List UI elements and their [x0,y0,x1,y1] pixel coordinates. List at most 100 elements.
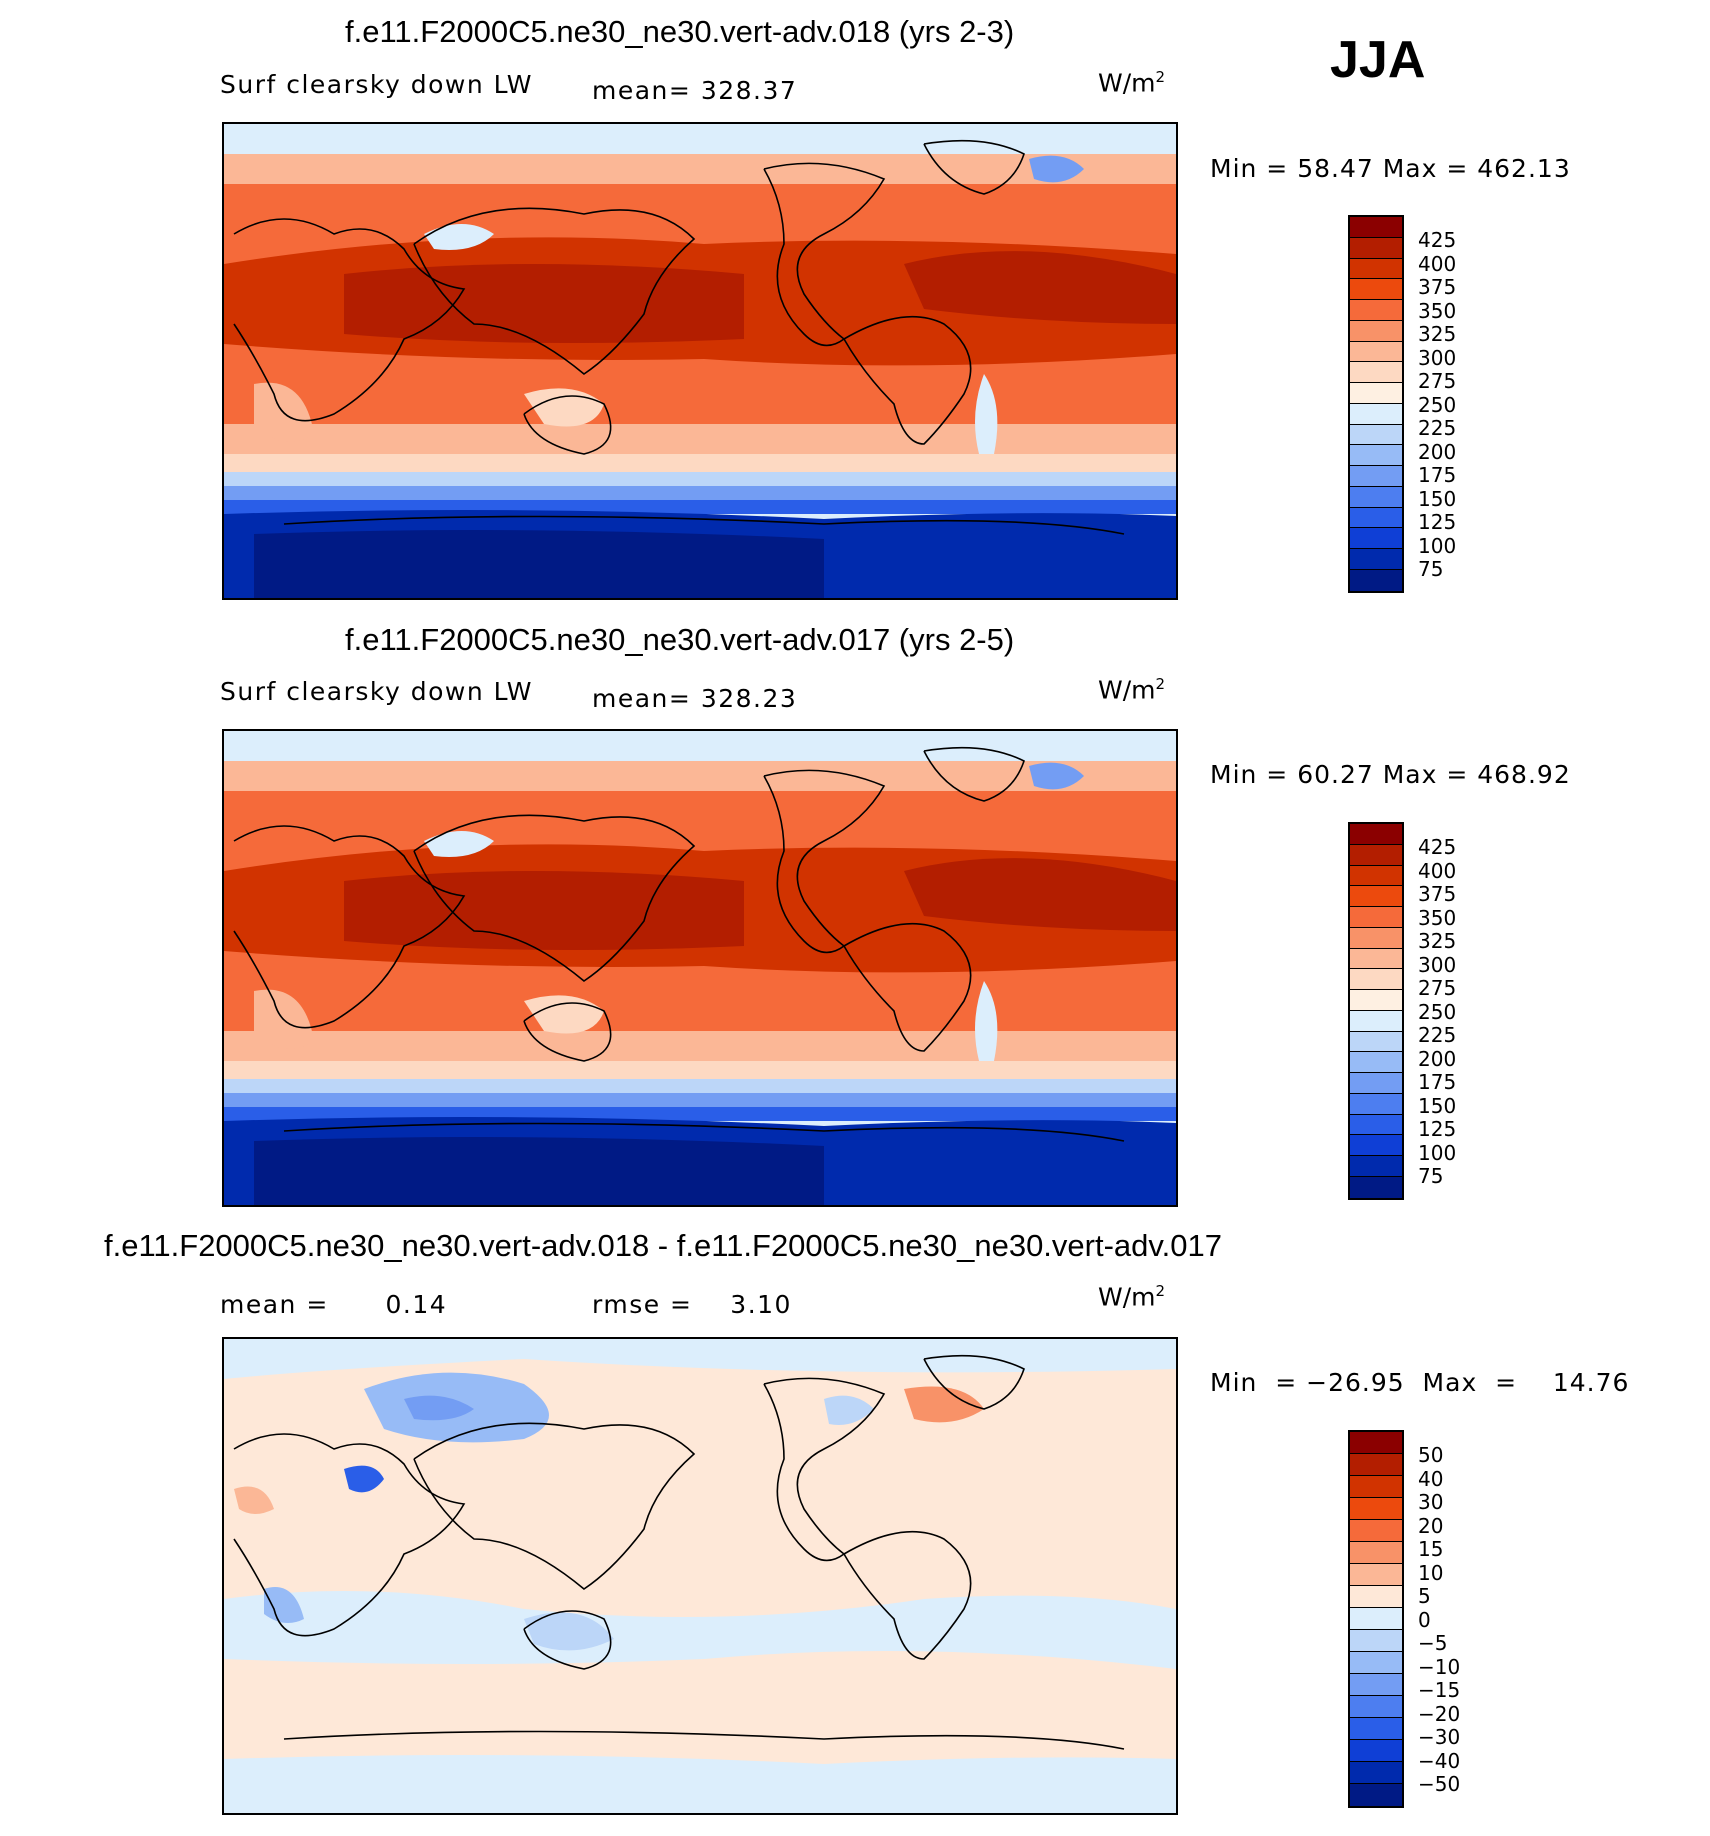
colorbar-swatch [1350,300,1402,321]
colorbar-swatch [1350,507,1402,529]
panel2-mean: mean= 328.23 [592,684,798,713]
colorbar-tick-label: 425 [1418,228,1457,252]
colorbar-tick-label: 100 [1418,1140,1457,1165]
colorbar-tick-label: −15 [1418,1678,1461,1702]
colorbar-swatch [1350,990,1402,1011]
colorbar-tick-label: 125 [1418,1117,1457,1141]
colorbar-swatch [1350,1476,1402,1498]
colorbar-tick-label: 275 [1418,369,1457,393]
colorbar-swatch [1350,217,1402,238]
panel3-colorbar [1348,1430,1404,1808]
colorbar-swatch [1350,1674,1402,1696]
panel1-map [222,122,1178,600]
season-label: JJA [1330,31,1426,89]
colorbar-swatch [1350,886,1402,908]
panel1-title: f.e11.F2000C5.ne30_ne30.vert-adv.018 (yr… [345,14,1015,49]
colorbar-swatch [1350,1432,1402,1454]
colorbar-tick-label: 200 [1418,1046,1457,1071]
colorbar-swatch [1350,1156,1402,1178]
colorbar-swatch [1350,865,1402,887]
panel2-title: f.e11.F2000C5.ne30_ne30.vert-adv.017 (yr… [345,622,1015,657]
colorbar-swatch [1350,1454,1402,1476]
panel3-title: f.e11.F2000C5.ne30_ne30.vert-adv.018 - f… [104,1228,1222,1263]
colorbar-tick-label: 75 [1418,1164,1444,1188]
panel2-minmax: Min = 60.27 Max = 468.92 [1210,760,1571,789]
colorbar-swatch [1350,403,1402,425]
panel3-map [222,1337,1178,1815]
colorbar-swatch [1350,549,1402,571]
colorbar-swatch [1350,1740,1402,1762]
colorbar-swatch [1350,948,1402,970]
colorbar-swatch [1350,1784,1402,1806]
colorbar-tick-label: −40 [1418,1748,1461,1773]
colorbar-swatch [1350,824,1402,845]
colorbar-tick-label: 30 [1418,1490,1444,1514]
colorbar-tick-label: 400 [1418,858,1457,883]
colorbar-tick-label: 125 [1418,510,1457,534]
panel2-colorbar [1348,822,1404,1200]
panel2-units: W/m2 [1098,675,1166,705]
colorbar-swatch [1350,445,1402,467]
colorbar-tick-label: 250 [1418,999,1457,1024]
colorbar-swatch [1350,1696,1402,1718]
colorbar-tick-label: −10 [1418,1654,1461,1679]
colorbar-swatch [1350,1520,1402,1542]
colorbar-swatch [1350,1718,1402,1740]
colorbar-tick-label: 200 [1418,439,1457,464]
colorbar-tick-label: 375 [1418,882,1457,906]
colorbar-swatch [1350,1586,1402,1608]
colorbar-swatch [1350,383,1402,404]
colorbar-tick-label: −50 [1418,1772,1461,1796]
panel3-minmax: Min = −26.95 Max = 14.76 [1210,1368,1630,1397]
colorbar-swatch [1350,1031,1402,1053]
colorbar-tick-label: 300 [1418,952,1457,977]
colorbar-swatch [1350,362,1402,384]
colorbar-tick-label: 15 [1418,1537,1444,1561]
colorbar-swatch [1350,1564,1402,1586]
colorbar-swatch [1350,1073,1402,1094]
colorbar-tick-label: 325 [1418,322,1457,346]
colorbar-swatch [1350,969,1402,991]
panel1-mean: mean= 328.37 [592,76,798,105]
colorbar-swatch [1350,486,1402,508]
colorbar-tick-label: 325 [1418,929,1457,953]
colorbar-swatch [1350,424,1402,446]
colorbar-tick-label: 5 [1418,1584,1431,1608]
colorbar-swatch [1350,844,1402,866]
colorbar-swatch [1350,1052,1402,1074]
panel2-variable-label: Surf clearsky down LW [220,677,534,706]
colorbar-tick-label: −30 [1418,1725,1461,1749]
colorbar-swatch [1350,1093,1402,1115]
colorbar-swatch [1350,570,1402,591]
colorbar-swatch [1350,1652,1402,1674]
colorbar-tick-label: 20 [1418,1513,1444,1538]
colorbar-tick-label: 75 [1418,557,1444,581]
panel1-units: W/m2 [1098,68,1166,98]
colorbar-swatch [1350,237,1402,259]
colorbar-tick-label: 275 [1418,976,1457,1000]
colorbar-tick-label: 250 [1418,392,1457,417]
colorbar-tick-label: 150 [1418,486,1457,511]
colorbar-tick-label: 375 [1418,275,1457,299]
colorbar-tick-label: 350 [1418,905,1457,930]
colorbar-swatch [1350,1135,1402,1157]
colorbar-tick-label: 100 [1418,533,1457,558]
panel3-rmse: rmse = 3.10 [592,1290,792,1319]
colorbar-tick-label: −5 [1418,1631,1448,1655]
panel3-mean: mean = 0.14 [220,1290,448,1319]
colorbar-swatch [1350,907,1402,928]
colorbar-tick-label: 350 [1418,298,1457,323]
colorbar-tick-label: 150 [1418,1093,1457,1118]
colorbar-swatch [1350,528,1402,550]
panel1-colorbar [1348,215,1404,593]
colorbar-swatch [1350,341,1402,363]
panel3-units: W/m2 [1098,1282,1166,1312]
colorbar-swatch [1350,1630,1402,1652]
panel2-map [222,729,1178,1207]
panel1-minmax: Min = 58.47 Max = 462.13 [1210,154,1571,183]
colorbar-tick-label: 10 [1418,1560,1444,1585]
colorbar-tick-label: −20 [1418,1701,1461,1726]
colorbar-swatch [1350,1010,1402,1032]
colorbar-tick-label: 425 [1418,835,1457,859]
colorbar-swatch [1350,258,1402,280]
